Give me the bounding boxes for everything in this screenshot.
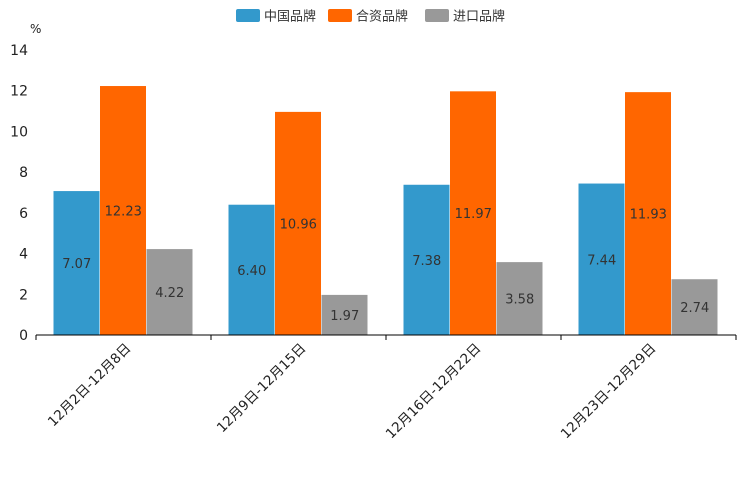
bar-进口品牌-0 bbox=[146, 249, 193, 335]
bar-进口品牌-3 bbox=[671, 279, 718, 335]
bar-value-label: 1.97 bbox=[330, 309, 359, 324]
legend-label[interactable]: 进口品牌 bbox=[453, 9, 505, 25]
bar-value-label: 7.07 bbox=[62, 257, 91, 272]
y-tick-label: 12 bbox=[10, 84, 28, 100]
bar-中国品牌-3 bbox=[578, 183, 625, 335]
x-category-label: 12月16日-12月22日 bbox=[383, 341, 485, 443]
y-tick-label: 10 bbox=[10, 124, 28, 140]
data-labels: 7.07 12.23 4.22 6.40 10.96 1.97 7.38 11.97 3.58 7… bbox=[62, 205, 709, 324]
bar-合资品牌-0 bbox=[100, 86, 146, 336]
bar-中国品牌-1 bbox=[228, 204, 275, 335]
bar-value-label: 6.40 bbox=[237, 264, 266, 279]
y-tick-label: 6 bbox=[19, 206, 28, 222]
y-tick-label: 4 bbox=[19, 247, 28, 263]
legend-swatch bbox=[425, 9, 449, 22]
y-tick-label: 2 bbox=[19, 287, 28, 303]
bar-value-label: 4.22 bbox=[155, 286, 184, 301]
bar-合资品牌-3 bbox=[625, 92, 671, 335]
bar-进口品牌-2 bbox=[496, 262, 543, 335]
bar-value-label: 7.38 bbox=[412, 254, 441, 269]
bar-中国品牌-2 bbox=[403, 184, 450, 335]
bar-value-label: 2.74 bbox=[680, 301, 709, 316]
y-tick-label: 8 bbox=[19, 165, 28, 181]
x-category-label: 12月2日-12月8日 bbox=[45, 341, 134, 430]
bars bbox=[53, 86, 718, 336]
bar-value-label: 3.58 bbox=[505, 293, 534, 308]
y-axis-unit: % bbox=[30, 22, 41, 36]
y-tick-label: 0 bbox=[19, 328, 28, 344]
bar-value-label: 7.44 bbox=[587, 253, 616, 268]
y-axis-ticks: 0 2 4 6 8 10 12 14 bbox=[10, 43, 28, 344]
y-tick-label: 14 bbox=[10, 43, 28, 59]
x-category-label: 12月9日-12月15日 bbox=[214, 341, 309, 436]
legend: 中国品牌 合资品牌 进口品牌 bbox=[236, 9, 505, 25]
x-category-label: 12月23日-12月29日 bbox=[558, 341, 660, 443]
legend-label[interactable]: 中国品牌 bbox=[264, 9, 316, 25]
legend-label[interactable]: 合资品牌 bbox=[356, 9, 408, 25]
bar-value-label: 10.96 bbox=[280, 217, 317, 232]
bar-合资品牌-1 bbox=[275, 111, 321, 335]
bar-进口品牌-1 bbox=[321, 294, 368, 335]
bar-合资品牌-2 bbox=[450, 91, 496, 335]
bar-value-label: 12.23 bbox=[105, 205, 142, 220]
bar-value-label: 11.97 bbox=[455, 207, 492, 222]
x-axis-ticks: 12月2日-12月8日 12月9日-12月15日 12月16日-12月22日 12月2… bbox=[35, 335, 737, 443]
bar-中国品牌-0 bbox=[53, 191, 100, 335]
legend-swatch bbox=[236, 9, 260, 22]
legend-swatch bbox=[328, 9, 352, 22]
bar-value-label: 11.93 bbox=[630, 208, 667, 223]
